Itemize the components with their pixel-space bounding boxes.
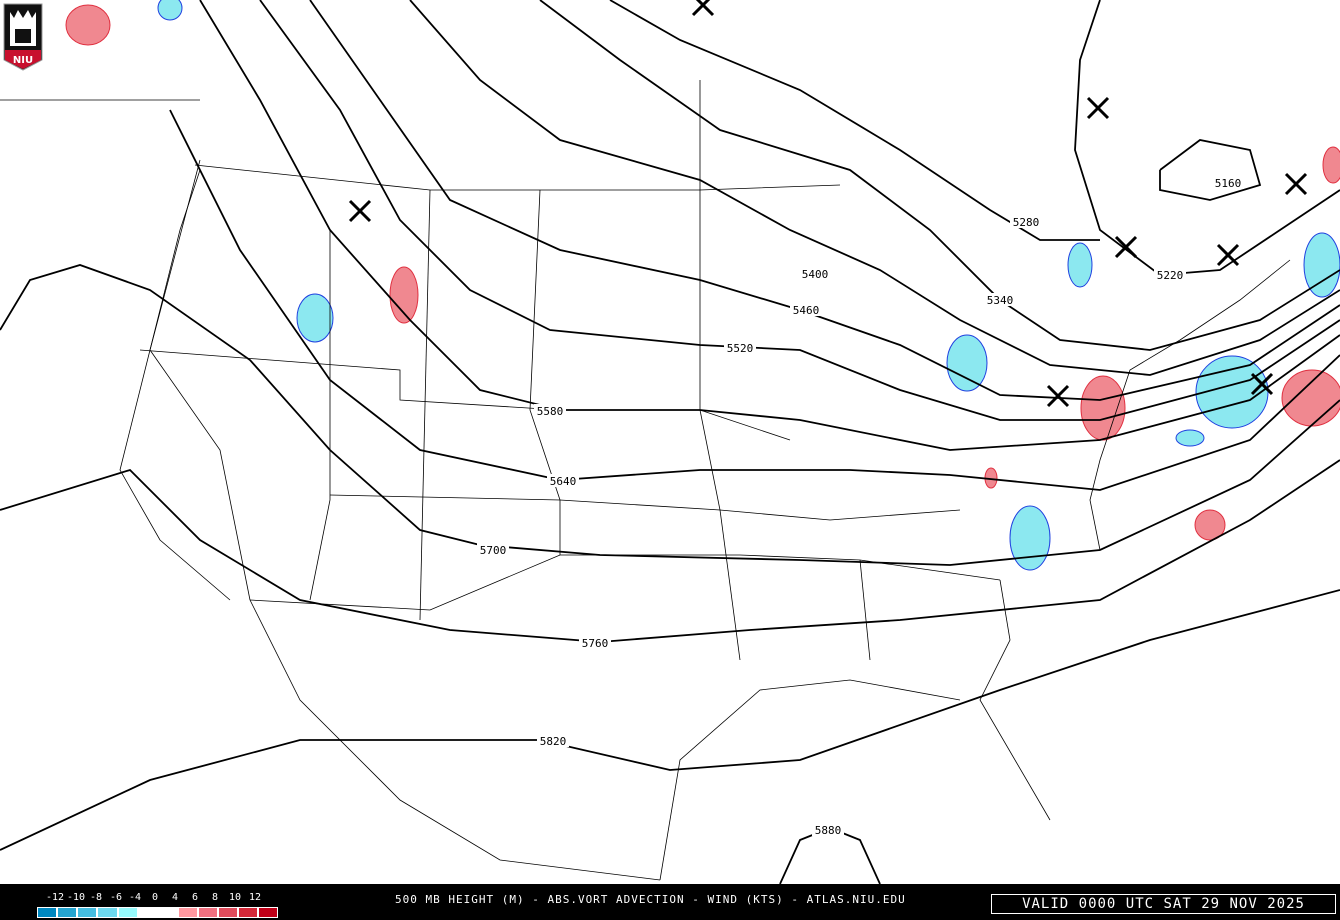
contour-label: 5280 xyxy=(1013,216,1040,229)
x-mark-icon xyxy=(1216,243,1240,267)
valid-time: VALID 0000 UTC SAT 29 NOV 2025 xyxy=(991,894,1336,914)
legend-label: 0 xyxy=(151,892,159,903)
legend-label: 10 xyxy=(228,892,242,903)
vorticity-advection-area xyxy=(1322,146,1340,184)
height-contour xyxy=(0,264,1340,566)
legend-label: -12 xyxy=(45,892,65,903)
legend-label: 6 xyxy=(191,892,199,903)
state-borders xyxy=(0,80,1291,881)
legend-swatch xyxy=(118,907,138,918)
vorticity-advection-area xyxy=(1009,505,1051,571)
height-contour xyxy=(0,589,1340,851)
legend-label: 8 xyxy=(211,892,219,903)
legend-label: 12 xyxy=(248,892,262,903)
contour-label: 5580 xyxy=(537,405,564,418)
legend-swatch xyxy=(37,907,57,918)
height-contour xyxy=(259,0,1340,421)
x-mark-icon xyxy=(1284,172,1308,196)
legend-swatch xyxy=(57,907,77,918)
vorticity-advection-area xyxy=(296,293,334,343)
footer-bar: -12 -10 -8 -6 -4 0 4 6 8 10 12 500 MB HEIGHT (M) -… xyxy=(0,884,1340,920)
height-contour xyxy=(169,109,1340,491)
height-contour xyxy=(0,459,1340,643)
vorticity-advection-area xyxy=(1303,232,1340,298)
legend-swatch xyxy=(97,907,118,918)
height-contour xyxy=(199,0,1340,451)
legend-swatch xyxy=(258,907,278,918)
legend-label: 4 xyxy=(171,892,179,903)
contour-label: 5160 xyxy=(1215,177,1242,190)
height-contours: 5160 5220 5280 5340 5400 5460 5520 5580 5640 5700… xyxy=(0,0,1340,884)
x-mark-icon xyxy=(348,199,372,223)
vorticity-advection-area xyxy=(1194,509,1226,541)
vorticity-advection-area xyxy=(157,0,183,21)
vorticity-advection-area xyxy=(946,334,988,392)
legend-swatch xyxy=(77,907,97,918)
contour-label: 5460 xyxy=(793,304,820,317)
legend-swatch xyxy=(178,907,198,918)
height-contour xyxy=(1074,0,1340,276)
legend-swatch xyxy=(218,907,238,918)
contour-label: 5700 xyxy=(480,544,507,557)
contour-label: 5340 xyxy=(987,294,1014,307)
legend-label: -6 xyxy=(109,892,123,903)
contour-label: 5220 xyxy=(1157,269,1184,282)
vorticity-advection-area xyxy=(1067,242,1093,288)
vorticity-advection-area xyxy=(1080,375,1126,441)
legend-swatch xyxy=(198,907,218,918)
x-mark-icon xyxy=(1086,96,1110,120)
contour-label: 5760 xyxy=(582,637,609,650)
contour-label: 5400 xyxy=(802,268,829,281)
legend-swatch xyxy=(238,907,258,918)
vorticity-advection-area xyxy=(65,4,111,46)
niu-logo: NIU xyxy=(3,3,43,71)
map-canvas: 5160 5220 5280 5340 5400 5460 5520 5580 5640 5700… xyxy=(0,0,1340,884)
x-mark-icon xyxy=(1250,372,1274,396)
contour-label: 5820 xyxy=(540,735,567,748)
height-contour xyxy=(609,0,1100,241)
vorticity-advection-area xyxy=(1281,369,1340,427)
vorticity-advection-layer xyxy=(65,0,1340,571)
height-contour xyxy=(539,0,1340,351)
legend-swatch xyxy=(138,907,178,918)
svg-text:NIU: NIU xyxy=(13,55,33,66)
trough-markers xyxy=(348,0,1308,408)
legend-label: -4 xyxy=(128,892,142,903)
vorticity-advection-area xyxy=(389,266,419,324)
contour-label: 5640 xyxy=(550,475,577,488)
x-mark-icon xyxy=(1114,235,1138,259)
legend-label: -10 xyxy=(66,892,86,903)
x-mark-icon xyxy=(1046,384,1070,408)
legend-label: -8 xyxy=(89,892,103,903)
contour-label: 5880 xyxy=(815,824,842,837)
height-contour xyxy=(409,0,1340,376)
height-contour xyxy=(1159,139,1262,201)
x-mark-icon xyxy=(691,0,715,17)
contour-label: 5520 xyxy=(727,342,754,355)
vorticity-advection-area xyxy=(1175,429,1205,447)
map-title: 500 MB HEIGHT (M) - ABS.VORT ADVECTION -… xyxy=(395,893,906,906)
